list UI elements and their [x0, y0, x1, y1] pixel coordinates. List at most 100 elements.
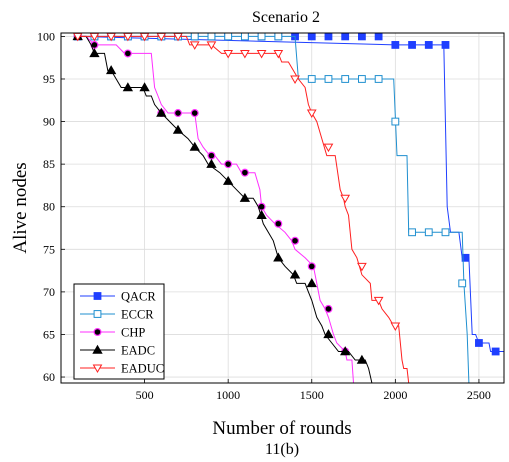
data-point-qacr — [307, 33, 316, 41]
data-point-eccr — [257, 33, 266, 41]
legend-marker-eaduc — [92, 364, 103, 374]
data-point-eaduc — [273, 49, 284, 59]
legend-marker-eadc — [92, 344, 103, 354]
data-point-eaduc — [340, 194, 351, 204]
data-point-eccr — [441, 228, 450, 237]
data-point-eccr — [224, 33, 233, 41]
y-tick-label: 90 — [43, 115, 55, 129]
data-point-eadc — [139, 82, 150, 92]
data-point-chp — [291, 236, 300, 245]
data-point-eaduc — [306, 109, 317, 119]
data-point-eccr — [374, 75, 383, 83]
data-point-eaduc — [373, 296, 384, 306]
data-point-chp — [324, 304, 333, 313]
data-point-chp — [224, 160, 233, 169]
data-point-qacr — [324, 33, 333, 41]
data-point-eccr — [324, 75, 333, 83]
data-point-eadc — [323, 329, 334, 339]
data-point-eadc — [256, 209, 267, 219]
data-point-eccr — [424, 228, 433, 237]
data-point-eadc — [289, 269, 301, 279]
data-point-qacr — [408, 41, 416, 49]
data-point-qacr — [475, 339, 483, 347]
series-line-eadc — [77, 35, 373, 383]
data-point-qacr — [491, 347, 500, 356]
data-point-eccr — [207, 33, 216, 41]
plot-frame — [60, 32, 505, 384]
legend-marker-qacr — [93, 292, 102, 300]
data-point-eadc — [273, 252, 284, 262]
series-layer — [72, 33, 504, 383]
data-point-eccr — [358, 75, 366, 83]
data-point-chp — [274, 219, 283, 228]
series-line-eccr — [77, 35, 470, 383]
data-point-eadc — [340, 346, 351, 356]
data-point-qacr — [391, 41, 400, 49]
data-point-qacr — [341, 33, 350, 41]
series-eaduc — [72, 33, 410, 383]
legend-label-eccr: ECCR — [121, 308, 154, 322]
data-point-eadc — [206, 158, 217, 168]
series-line-chp — [77, 35, 354, 383]
x-axis-label: Number of rounds — [212, 418, 351, 439]
data-point-qacr — [358, 33, 366, 41]
legend-label-eaduc: EADUC — [121, 362, 164, 376]
data-point-eaduc — [323, 143, 334, 153]
data-point-eccr — [341, 75, 350, 83]
data-point-eadc — [105, 65, 117, 75]
y-tick-label: 100 — [37, 29, 55, 43]
x-tick-label: 2000 — [383, 388, 407, 402]
data-point-eaduc — [189, 41, 200, 50]
data-point-chp — [190, 109, 199, 118]
data-point-eaduc — [206, 41, 217, 50]
legend-label-eadc: EADC — [121, 344, 155, 358]
data-point-eadc — [239, 192, 251, 202]
x-tick-label: 2500 — [467, 388, 491, 402]
y-tick-label: 75 — [43, 242, 55, 256]
data-point-eccr — [240, 33, 249, 41]
figure-caption: 11(b) — [265, 441, 299, 458]
y-tick-label: 65 — [43, 327, 55, 341]
data-point-eadc — [306, 278, 317, 288]
legend-marker-chp — [93, 328, 102, 337]
tick-labels: 500 1000 1500 2000 2500 60 65 70 75 80 85 90 95 100 — [37, 29, 491, 402]
data-point-eadc — [356, 354, 368, 364]
y-tick-label: 70 — [43, 285, 55, 299]
y-tick-label: 85 — [43, 157, 55, 171]
data-point-eaduc — [223, 49, 234, 59]
data-point-eccr — [307, 75, 316, 83]
data-point-qacr — [441, 41, 450, 49]
x-tick-label: 1000 — [216, 388, 240, 402]
data-point-chp — [123, 49, 132, 58]
data-point-eadc — [189, 141, 200, 151]
data-point-eaduc — [357, 262, 367, 272]
data-point-eccr — [391, 117, 400, 126]
x-tick-label: 500 — [136, 388, 154, 402]
x-tick-label: 1500 — [300, 388, 324, 402]
data-point-eadc — [156, 107, 167, 117]
data-point-eaduc — [290, 75, 300, 84]
data-point-chp — [240, 168, 249, 177]
data-point-qacr — [374, 33, 383, 41]
data-point-eccr — [274, 33, 283, 41]
data-point-eaduc — [256, 49, 267, 59]
data-point-qacr — [424, 41, 433, 49]
data-point-qacr — [461, 253, 470, 262]
y-tick-label: 80 — [43, 200, 55, 214]
y-tick-label: 60 — [43, 370, 55, 384]
legend-marker-eccr — [93, 310, 102, 318]
data-point-chp — [307, 262, 316, 271]
series-eadc — [72, 33, 373, 383]
legend-label-qacr: QACR — [121, 290, 156, 304]
data-point-eccr — [408, 228, 416, 237]
data-point-eaduc — [390, 322, 401, 331]
y-tick-label: 95 — [43, 72, 55, 86]
data-point-eadc — [122, 82, 134, 92]
legend: QACR ECCR CHP EADC EADUC — [73, 283, 165, 380]
data-point-chp — [207, 151, 216, 160]
y-axis-label: Alive nodes — [10, 162, 31, 253]
data-point-eaduc — [240, 49, 250, 59]
data-point-eadc — [89, 48, 100, 58]
data-point-chp — [174, 109, 183, 118]
